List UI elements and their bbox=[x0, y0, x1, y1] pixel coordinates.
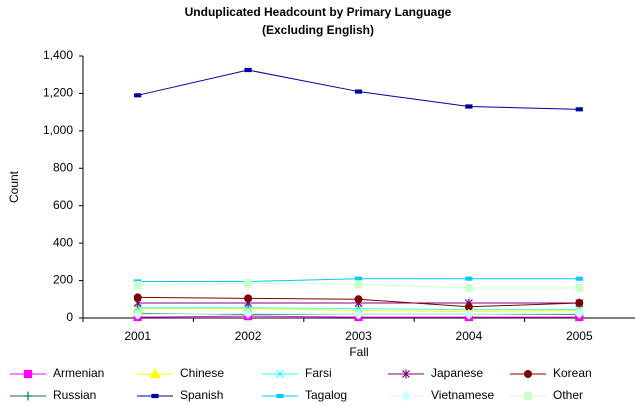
marker bbox=[354, 280, 363, 289]
legend-marker bbox=[276, 393, 284, 399]
x-tick-label: 2005 bbox=[566, 329, 593, 343]
y-tick-label: 1,200 bbox=[43, 86, 73, 100]
legend-label: Spanish bbox=[180, 388, 223, 402]
x-tick-label: 2004 bbox=[456, 329, 483, 343]
legend-label: Vietnamese bbox=[431, 388, 494, 402]
marker bbox=[244, 294, 253, 303]
marker bbox=[463, 308, 475, 320]
marker bbox=[354, 304, 363, 313]
marker bbox=[134, 93, 142, 98]
marker bbox=[575, 276, 583, 281]
legend-marker bbox=[524, 370, 532, 378]
x-axis-label: Fall bbox=[349, 345, 368, 359]
y-axis-label: Count bbox=[7, 170, 21, 203]
legend-marker bbox=[276, 370, 284, 378]
chart-title: Unduplicated Headcount by Primary Langua… bbox=[185, 5, 452, 19]
marker bbox=[132, 308, 144, 320]
marker bbox=[244, 67, 252, 73]
legend-label: Russian bbox=[53, 388, 96, 402]
y-tick-label: 800 bbox=[53, 160, 73, 174]
legend-marker bbox=[402, 369, 410, 379]
x-tick-label: 2002 bbox=[235, 329, 262, 343]
legend-marker bbox=[151, 393, 159, 399]
marker bbox=[465, 276, 473, 281]
marker bbox=[133, 281, 142, 290]
marker bbox=[244, 279, 253, 288]
legend-label: Tagalog bbox=[305, 388, 347, 402]
y-tick-label: 400 bbox=[53, 235, 73, 249]
legend-label: Korean bbox=[553, 366, 592, 380]
marker bbox=[573, 307, 585, 319]
y-tick-label: 200 bbox=[53, 273, 73, 287]
y-tick-label: 600 bbox=[53, 198, 73, 212]
x-tick-label: 2001 bbox=[124, 329, 151, 343]
marker bbox=[354, 295, 363, 304]
marker bbox=[464, 283, 473, 293]
marker bbox=[353, 308, 364, 320]
y-tick-label: 1,000 bbox=[43, 123, 73, 137]
legend-label: Armenian bbox=[53, 366, 104, 380]
marker bbox=[242, 307, 254, 319]
legend-label: Farsi bbox=[305, 366, 332, 380]
chart-subtitle: (Excluding English) bbox=[262, 23, 374, 37]
legend-marker bbox=[523, 391, 533, 401]
legend-label: Japanese bbox=[431, 366, 483, 380]
legend-marker bbox=[23, 369, 33, 379]
legend-label: Chinese bbox=[180, 366, 224, 380]
marker bbox=[354, 89, 363, 94]
marker bbox=[465, 104, 473, 109]
marker bbox=[575, 299, 584, 308]
marker bbox=[575, 283, 584, 293]
y-tick-label: 1,400 bbox=[43, 48, 73, 62]
y-tick-label: 0 bbox=[66, 310, 73, 324]
x-tick-label: 2003 bbox=[345, 329, 372, 343]
marker bbox=[575, 107, 583, 112]
legend-marker bbox=[23, 391, 33, 401]
legend-marker bbox=[400, 390, 412, 402]
marker bbox=[133, 293, 142, 302]
legend-marker bbox=[149, 368, 161, 379]
marker bbox=[354, 276, 363, 281]
legend-label: Other bbox=[553, 388, 583, 402]
